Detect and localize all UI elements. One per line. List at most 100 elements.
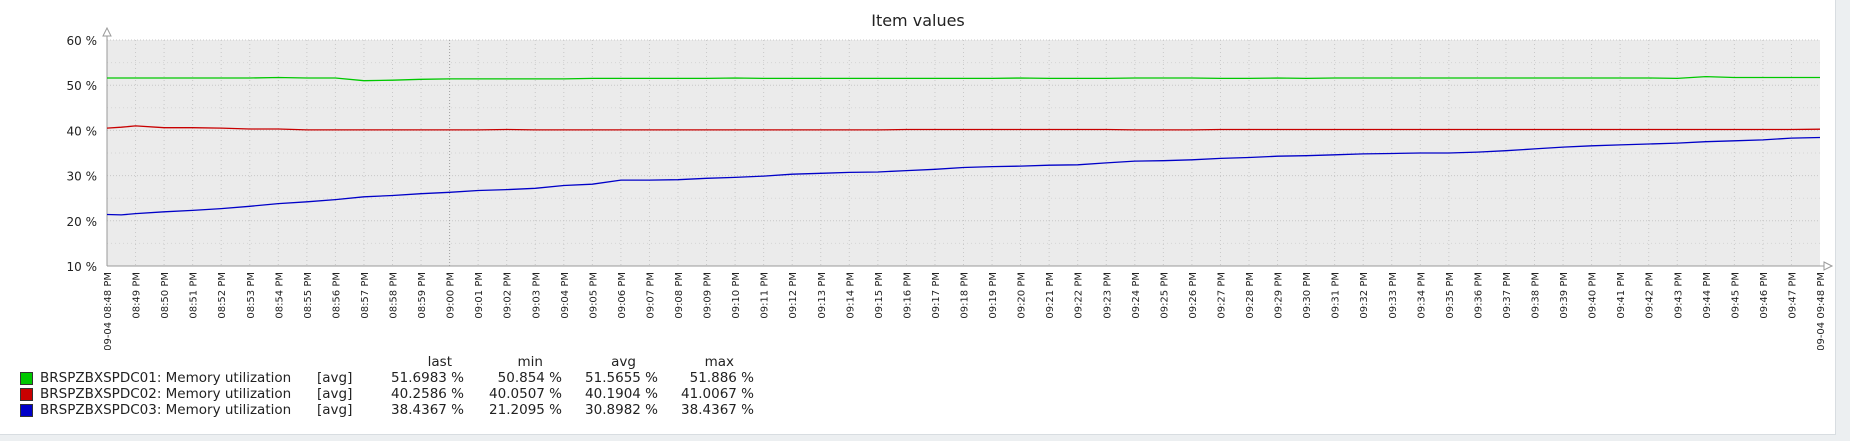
graph-panel: Item values 10 % 20 % 30 % 40 % 50 % 60 % 09-… (0, 0, 1836, 435)
legend-series-func: [avg] (317, 386, 353, 402)
x-start-label: 09-04 08:48 PM (103, 272, 114, 350)
x-tick-label: 08:56 PM (331, 272, 342, 319)
legend-avg-value: 51.5655 % (585, 370, 658, 386)
legend-header-min: min (517, 354, 543, 370)
x-tick-label: 09:14 PM (845, 272, 856, 319)
x-tick-label: 09:33 PM (1388, 272, 1399, 319)
x-tick-label: 09:26 PM (1188, 272, 1199, 319)
x-tick-label: 09:13 PM (817, 272, 828, 319)
x-tick-label: 09:43 PM (1673, 272, 1684, 319)
x-tick-label: 08:50 PM (160, 272, 171, 319)
x-tick-label: 09:28 PM (1245, 272, 1256, 319)
legend-series-func: [avg] (317, 402, 353, 418)
y-axis-labels: 10 % 20 % 30 % 40 % 50 % 60 % (67, 34, 98, 274)
series-line-2 (106, 125, 1821, 131)
legend-series-func: [avg] (317, 370, 353, 386)
x-tick-label: 09:08 PM (674, 272, 685, 319)
x-tick-label: 08:53 PM (246, 272, 257, 319)
x-tick-label: 09:32 PM (1359, 272, 1370, 319)
series-line-3 (106, 136, 1821, 216)
x-tick-label: 09:21 PM (1045, 272, 1056, 319)
x-tick-label: 09:47 PM (1787, 272, 1798, 319)
x-tick-label: 09:41 PM (1616, 272, 1627, 319)
legend-min-value: 40.0507 % (489, 386, 562, 402)
y-tick-label: 20 % (67, 215, 98, 229)
x-axis-labels: 09-04 08:48 PM 08:49 PM 08:50 PM 08:51 PM 08… (103, 272, 1827, 350)
x-tick-label: 09:17 PM (931, 272, 942, 319)
x-tick-label: 09:12 PM (788, 272, 799, 319)
legend-swatch-dc03 (20, 404, 33, 417)
x-tick-label: 09:06 PM (617, 272, 628, 319)
legend-series-name: BRSPZBXSPDC01: Memory utilization (40, 370, 292, 386)
x-tick-label: 08:59 PM (417, 272, 428, 319)
x-tick-label: 09:25 PM (1159, 272, 1170, 319)
legend-series-name: BRSPZBXSPDC03: Memory utilization (40, 402, 292, 418)
x-tick-label: 09:24 PM (1131, 272, 1142, 319)
x-tick-label: 09:23 PM (1102, 272, 1113, 319)
x-tick-label: 09:19 PM (988, 272, 999, 319)
x-tick-label: 09:42 PM (1645, 272, 1656, 319)
legend-series-name: BRSPZBXSPDC02: Memory utilization (40, 386, 292, 402)
legend-max-value: 51.886 % (689, 370, 754, 386)
legend-avg-value: 30.8982 % (585, 402, 658, 418)
x-tick-label: 08:51 PM (189, 272, 200, 319)
x-tick-label: 09:30 PM (1302, 272, 1313, 319)
x-tick-label: 09:38 PM (1531, 272, 1542, 319)
x-tick-label: 09:22 PM (1074, 272, 1085, 319)
y-tick-label: 10 % (67, 260, 98, 274)
legend-max-value: 41.0067 % (681, 386, 754, 402)
y-axis-arrow (102, 26, 112, 37)
y-tick-label: 60 % (67, 34, 98, 48)
x-tick-label: 08:49 PM (132, 272, 143, 319)
x-tick-label: 09:09 PM (703, 272, 714, 319)
x-end-label: 09-04 09:48 PM (1816, 272, 1827, 350)
x-tick-label: 09:15 PM (874, 272, 885, 319)
y-tick-label: 50 % (67, 79, 98, 93)
x-tick-label: 08:58 PM (389, 272, 400, 319)
x-tick-label: 09:16 PM (902, 272, 913, 319)
legend-max-value: 38.4367 % (681, 402, 754, 418)
x-tick-label: 09:40 PM (1588, 272, 1599, 319)
x-tick-label: 08:52 PM (217, 272, 228, 319)
series-line-1 (107, 75, 1820, 82)
x-tick-label: 09:34 PM (1416, 272, 1427, 319)
legend-min-value: 50.854 % (497, 370, 562, 386)
x-tick-label: 09:03 PM (531, 272, 542, 319)
x-tick-label: 09:35 PM (1445, 272, 1456, 319)
x-tick-label: 09:31 PM (1331, 272, 1342, 319)
axes (102, 26, 1834, 271)
legend-header-last: last (427, 354, 452, 370)
chart-title: Item values (871, 11, 965, 30)
x-tick-label: 09:00 PM (446, 272, 457, 319)
x-tick-label: 09:36 PM (1473, 272, 1484, 319)
x-tick-label: 09:27 PM (1216, 272, 1227, 319)
x-tick-label: 09:46 PM (1759, 272, 1770, 319)
x-tick-label: 09:29 PM (1274, 272, 1285, 319)
x-tick-label: 09:45 PM (1730, 272, 1741, 319)
y-tick-label: 30 % (67, 170, 98, 184)
series-lines (106, 75, 1821, 216)
x-tick-label: 09:01 PM (474, 272, 485, 319)
x-tick-label: 09:04 PM (560, 272, 571, 319)
y-tick-label: 40 % (67, 124, 98, 138)
x-tick-label: 09:10 PM (731, 272, 742, 319)
x-tick-label: 09:07 PM (645, 272, 656, 319)
legend-header-avg: avg (611, 354, 636, 370)
legend-last-value: 51.6983 % (391, 370, 464, 386)
legend-header-max: max (704, 354, 734, 370)
x-axis-arrow (1823, 261, 1834, 271)
x-tick-label: 08:55 PM (303, 272, 314, 319)
legend-swatch-dc02 (20, 388, 33, 401)
x-tick-label: 09:18 PM (960, 272, 971, 319)
legend-avg-value: 40.1904 % (585, 386, 658, 402)
x-tick-label: 09:02 PM (503, 272, 514, 319)
legend-last-value: 40.2586 % (391, 386, 464, 402)
x-tick-label: 08:57 PM (360, 272, 371, 319)
legend-min-value: 21.2095 % (489, 402, 562, 418)
x-tick-label: 09:44 PM (1702, 272, 1713, 319)
line-chart: Item values 10 % 20 % 30 % 40 % 50 % 60 % 09-… (67, 11, 1834, 350)
x-tick-label: 09:37 PM (1502, 272, 1513, 319)
x-tick-label: 08:54 PM (274, 272, 285, 319)
legend-swatch-dc01 (20, 372, 33, 385)
x-tick-label: 09:05 PM (588, 272, 599, 319)
